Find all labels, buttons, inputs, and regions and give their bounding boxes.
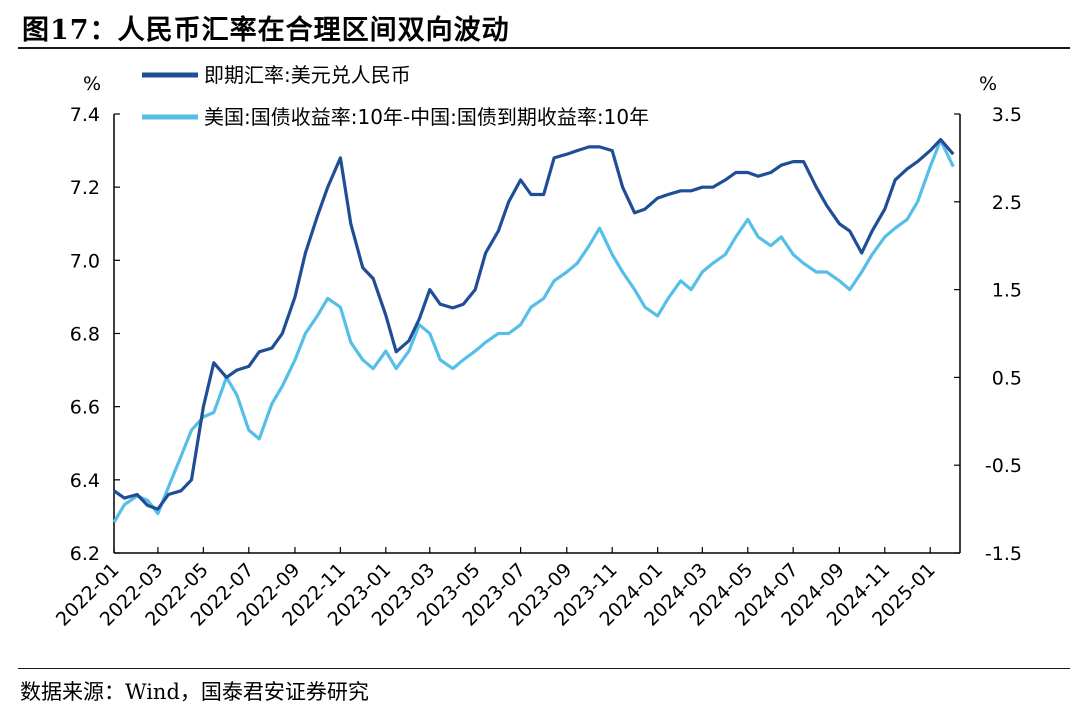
source-divider — [18, 668, 1070, 669]
chart-axes: % % 6.2 6.4 6.6 6.8 7.0 7.2 7.4 -1.5 -0.5 0.5 1.5 2.5… — [52, 73, 1022, 631]
y-right-tick-label: 0.5 — [992, 367, 1022, 389]
series-line-spot-rate — [113, 138, 955, 511]
series-line-yield-spread — [112, 138, 955, 524]
y-left-unit: % — [83, 73, 101, 95]
y-right-tick-label: -1.5 — [985, 543, 1022, 565]
y-left-tick-label: 6.4 — [70, 470, 100, 492]
y-left-tick-label: 7.2 — [70, 177, 100, 199]
source-note: 数据来源：Wind，国泰君安证券研究 — [20, 680, 369, 704]
y-left-tick-label: 7.4 — [70, 104, 100, 126]
figure-title: 图17：人民币汇率在合理区间双向波动 — [22, 15, 510, 46]
y-right-tick-label: 1.5 — [992, 280, 1022, 302]
exchange-rate-chart: % % 6.2 6.4 6.6 6.8 7.0 7.2 7.4 -1.5 -0.5 0.5 1.5 2.5… — [52, 63, 1022, 631]
y-left-tick-label: 7.0 — [70, 250, 100, 272]
y-right-tick-label: 2.5 — [992, 192, 1022, 214]
legend-label-spot-rate: 即期汇率:美元兑人民币 — [204, 63, 411, 87]
y-left-tick-label: 6.2 — [70, 543, 100, 565]
legend-label-yield-spread: 美国:国债收益率:10年-中国:国债到期收益率:10年 — [204, 105, 649, 129]
y-right-tick-label: 3.5 — [992, 104, 1022, 126]
y-right-unit: % — [979, 73, 997, 95]
y-left-tick-label: 6.8 — [70, 324, 100, 346]
y-right-tick-label: -0.5 — [985, 455, 1022, 477]
title-divider — [18, 47, 1070, 49]
y-left-tick-label: 6.6 — [70, 397, 100, 419]
chart-series — [112, 138, 955, 524]
